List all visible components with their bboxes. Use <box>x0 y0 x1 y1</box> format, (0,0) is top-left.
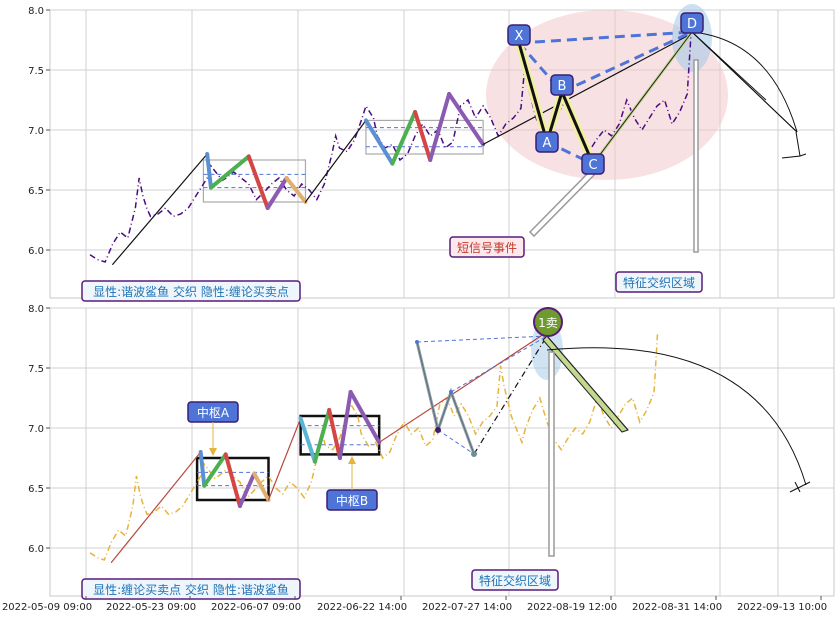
zigzag-segment <box>348 390 382 445</box>
harmonic-label-x: X <box>507 24 531 46</box>
pivot-label-b: 中枢B <box>326 456 378 511</box>
x-tick-label: 2022-05-09 09:00 <box>2 602 92 613</box>
svg-text:B: B <box>558 79 567 94</box>
zigzag-segment <box>390 110 418 166</box>
zigzag-segment <box>198 450 207 488</box>
svg-text:中枢A: 中枢A <box>197 405 230 420</box>
x-tick-label: 2022-05-23 09:00 <box>106 602 196 613</box>
harmonic-label-a: A <box>535 131 559 153</box>
svg-text:X: X <box>515 29 524 44</box>
pivot-box <box>202 159 307 203</box>
harmonic-label-b: B <box>550 74 574 96</box>
svg-text:短信号事件: 短信号事件 <box>457 241 517 255</box>
svg-text:1卖: 1卖 <box>538 316 558 330</box>
svg-text:中枢B: 中枢B <box>336 493 368 508</box>
zigzag-segment <box>428 92 452 162</box>
svg-text:C: C <box>588 158 597 173</box>
zigzag-segment <box>205 152 213 190</box>
x-tick-label: 2022-06-22 14:00 <box>317 602 407 613</box>
svg-text:特征交织区域: 特征交织区域 <box>479 573 551 588</box>
top-projection <box>691 31 807 159</box>
pivot-label-a: 中枢A <box>187 401 239 456</box>
bottom-points <box>415 340 477 457</box>
zigzag-segment <box>252 471 271 502</box>
zigzag-segment <box>304 119 367 203</box>
zigzag-segment <box>363 118 395 166</box>
zigzag-segment <box>413 110 433 162</box>
bottom-grid <box>50 307 834 596</box>
harmonic-legs <box>515 31 694 166</box>
x-tick-label: 2022-09-13 10:00 <box>737 602 827 613</box>
zigzag-segment <box>202 452 228 488</box>
x-axis: 2022-05-09 09:00 2022-05-23 09:00 2022-06-… <box>2 596 827 613</box>
x-tick-label: 2022-07-27 14:00 <box>422 602 512 613</box>
svg-text:显性:缠论买卖点 交织 隐性:谐波鲨鱼: 显性:缠论买卖点 交织 隐性:谐波鲨鱼 <box>93 582 289 597</box>
y-tick-label: 6.0 <box>28 246 44 257</box>
bottom-projection <box>542 335 811 493</box>
annotation-feature-zone-top: 特征交织区域 <box>615 271 703 293</box>
x-tick-label: 2022-08-31 14:00 <box>632 602 722 613</box>
price-series-line <box>89 33 692 263</box>
y-tick-label: 8.0 <box>28 6 44 17</box>
y-tick-label: 7.5 <box>28 364 44 375</box>
sell-signal-marker: 1卖 <box>533 307 563 337</box>
harmonic-label-d: D <box>680 12 704 34</box>
zigzag-segment <box>378 331 548 443</box>
y-tick-label: 6.5 <box>28 484 44 495</box>
x-tick-label: 2022-08-19 12:00 <box>527 602 617 613</box>
zigzag-segment <box>246 154 270 210</box>
zigzag-segment <box>237 471 257 508</box>
pivot-box <box>195 456 270 502</box>
zigzag-segment <box>327 408 342 460</box>
annotation-short-signal: 短信号事件 <box>449 236 525 258</box>
x-tick-label: 2022-06-07 09:00 <box>211 602 301 613</box>
zigzag-segment <box>298 416 317 464</box>
svg-text:A: A <box>543 136 552 151</box>
bottom-harmonic-lines <box>415 335 548 455</box>
zigzag-segment <box>312 408 332 464</box>
top-pointer-lines <box>528 59 699 253</box>
annotation-feature-zone-bottom: 特征交织区域 <box>471 569 559 591</box>
top-y-axis: 6.0 6.5 7.0 7.5 8.0 <box>28 6 50 257</box>
zigzag-segment <box>265 176 289 210</box>
top-caption: 显性:谐波鲨鱼 交织 隐性:缠论买卖点 <box>81 280 301 302</box>
zigzag-segment <box>223 452 242 508</box>
zigzag-segment <box>482 33 692 145</box>
y-tick-label: 6.0 <box>28 544 44 555</box>
svg-text:显性:谐波鲨鱼 交织 隐性:缠论买卖点: 显性:谐波鲨鱼 交织 隐性:缠论买卖点 <box>93 284 289 299</box>
y-tick-label: 7.5 <box>28 66 44 77</box>
pivot-box <box>365 119 484 155</box>
zigzag-segment <box>267 417 302 501</box>
y-tick-label: 7.0 <box>28 126 44 137</box>
bottom-chart-layer <box>89 331 659 564</box>
bottom-plot-area <box>49 307 835 597</box>
zigzag-segment <box>284 176 308 204</box>
bottom-y-axis: 6.0 6.5 7.0 7.5 8.0 <box>28 304 50 555</box>
y-tick-label: 7.0 <box>28 424 44 435</box>
zigzag-segment <box>337 390 353 460</box>
zigzag-segment <box>112 153 208 265</box>
zigzag-segment <box>447 92 486 147</box>
harmonic-label-c: C <box>581 153 605 175</box>
svg-text:特征交织区域: 特征交织区域 <box>623 275 695 290</box>
bottom-caption: 显性:缠论买卖点 交织 隐性:谐波鲨鱼 <box>81 578 301 600</box>
zigzag-segment <box>208 154 251 190</box>
y-tick-label: 8.0 <box>28 304 44 315</box>
y-tick-label: 6.5 <box>28 186 44 197</box>
bottom-pointer-line <box>548 351 555 557</box>
zigzag-segment <box>110 451 202 564</box>
top-chart-layer <box>89 33 692 265</box>
svg-text:D: D <box>687 17 697 32</box>
